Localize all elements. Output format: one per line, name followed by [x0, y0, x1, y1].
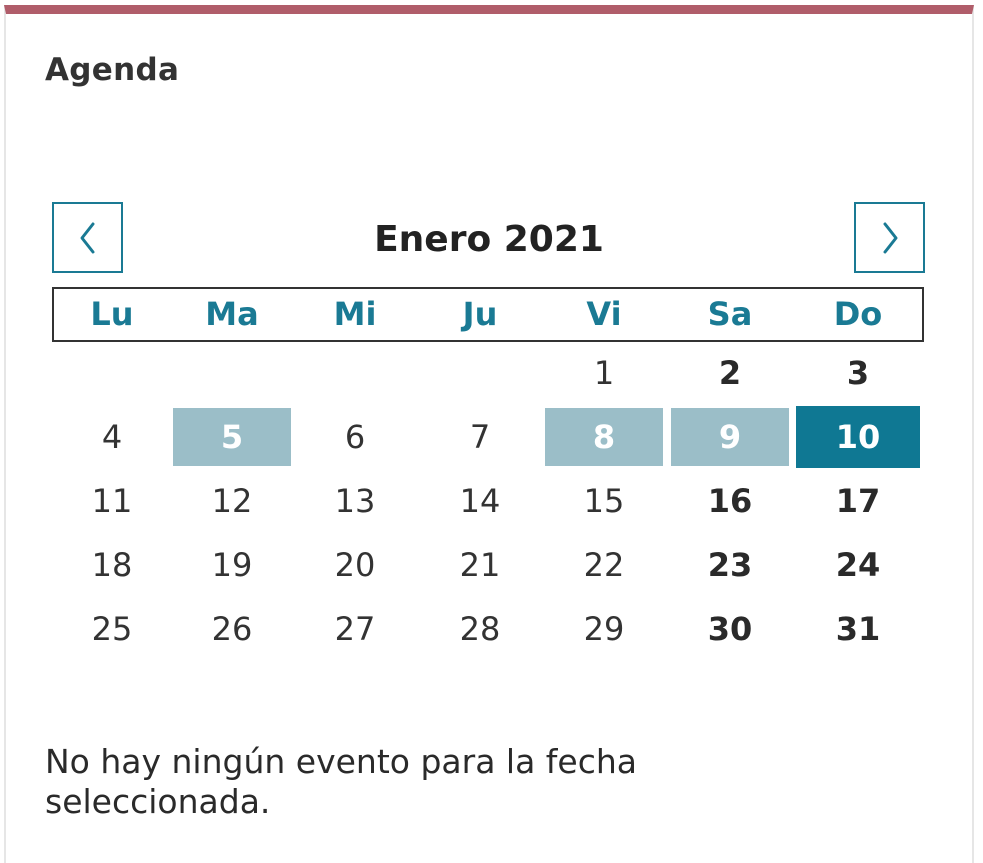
no-events-message: No hay ningún evento para la fecha selec…	[45, 742, 637, 821]
calendar-day[interactable]: 14	[459, 482, 501, 520]
calendar-day[interactable]: 1	[593, 354, 615, 392]
prev-month-button[interactable]	[52, 202, 123, 273]
calendar-day[interactable]: 16	[707, 482, 753, 520]
calendar-day[interactable]: 28	[459, 610, 501, 648]
chevron-right-icon	[883, 222, 897, 253]
calendar-day-event[interactable]: 9	[671, 408, 789, 466]
weekday-label: Ma	[205, 295, 259, 333]
calendar-day[interactable]: 26	[211, 610, 253, 648]
weekday-label: Vi	[586, 295, 622, 333]
calendar-day[interactable]: 30	[707, 610, 753, 648]
calendar-day[interactable]: 7	[469, 418, 491, 456]
calendar-day[interactable]: 13	[334, 482, 376, 520]
calendar-day[interactable]: 27	[334, 610, 376, 648]
weekday-header: Lu Ma Mi Ju Vi Sa Do	[52, 287, 924, 342]
calendar-day[interactable]: 4	[101, 418, 123, 456]
calendar-day[interactable]: 3	[846, 354, 870, 392]
calendar-day[interactable]: 2	[718, 354, 742, 392]
calendar-day[interactable]: 21	[459, 546, 501, 584]
calendar-day-selected[interactable]: 10	[796, 406, 920, 468]
calendar-day[interactable]: 25	[91, 610, 133, 648]
calendar-day[interactable]: 11	[91, 482, 133, 520]
calendar-day[interactable]: 22	[583, 546, 625, 584]
calendar-day[interactable]: 12	[211, 482, 253, 520]
calendar-day[interactable]: 20	[334, 546, 376, 584]
calendar-day[interactable]: 23	[707, 546, 753, 584]
calendar-day[interactable]: 24	[835, 546, 881, 584]
calendar-day[interactable]: 15	[583, 482, 625, 520]
chevron-left-icon	[80, 222, 94, 253]
calendar-day[interactable]: 17	[835, 482, 881, 520]
widget-title: Agenda	[45, 52, 180, 88]
month-title: Enero 2021	[374, 219, 604, 260]
next-month-button[interactable]	[854, 202, 925, 273]
calendar-day[interactable]: 18	[91, 546, 133, 584]
weekday-label: Sa	[707, 295, 753, 333]
weekday-label: Mi	[333, 295, 377, 333]
weekday-label: Do	[833, 295, 883, 333]
weekday-label: Ju	[462, 295, 498, 333]
calendar-day[interactable]: 31	[835, 610, 881, 648]
weekday-label: Lu	[90, 295, 134, 333]
calendar-day[interactable]: 29	[583, 610, 625, 648]
calendar-day[interactable]: 6	[344, 418, 366, 456]
calendar-day-event[interactable]: 5	[173, 408, 291, 466]
calendar-day-event[interactable]: 8	[545, 408, 663, 466]
calendar-day[interactable]: 19	[211, 546, 253, 584]
